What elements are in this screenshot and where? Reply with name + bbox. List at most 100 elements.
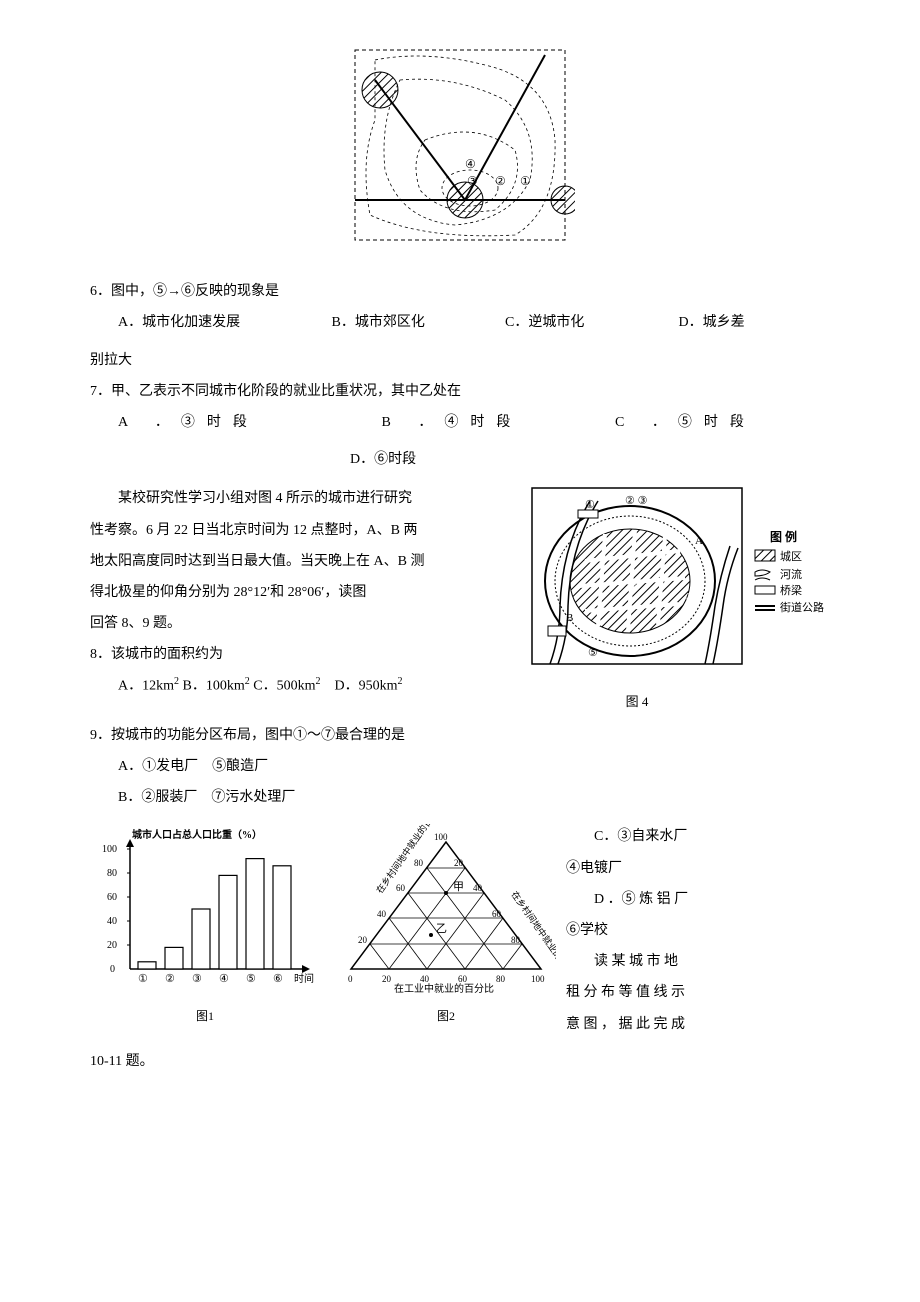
svg-text:0: 0 <box>110 964 115 975</box>
svg-text:①: ① <box>520 174 531 188</box>
rc-d: D ．⑤ 炼 铝 厂 <box>566 887 830 912</box>
svg-text:100: 100 <box>102 844 117 855</box>
q7-text: 7．甲、乙表示不同城市化阶段的就业比重状况，其中乙处在 <box>90 379 830 404</box>
fig2-caption: 图2 <box>336 1006 556 1028</box>
final-line: 10-11 题。 <box>90 1049 830 1074</box>
svg-text:城区: 城区 <box>780 550 802 563</box>
q8-c: C．500km <box>253 679 315 694</box>
svg-text:80: 80 <box>511 935 521 945</box>
svg-text:①: ① <box>585 499 595 511</box>
q7-opt-b: B ．④时段 <box>382 410 612 435</box>
passage-fig4-row: 某校研究性学习小组对图 4 所示的城市进行研究 性考察。6 月 22 日当北京时… <box>90 486 830 713</box>
p1-l5: 回答 8、9 题。 <box>90 611 516 636</box>
svg-text:⑥: ⑥ <box>630 582 640 594</box>
svg-text:③: ③ <box>192 973 202 985</box>
svg-text:街道公路: 街道公路 <box>780 600 824 614</box>
svg-text:60: 60 <box>458 974 468 984</box>
q8-d: D．950km <box>334 679 397 694</box>
q6-opt-d: D．城乡差 <box>679 310 745 335</box>
svg-text:桥梁: 桥梁 <box>780 583 802 597</box>
q6-continuation: 别拉大 <box>90 348 830 373</box>
fig4-svg: ① ② ③ A ⑥ B ⑤ ⑦ 图 例 城区 河流 桥梁 街道公路 <box>530 486 830 676</box>
fig2-container: 0 20 40 60 80 100 100 80 60 40 20 20 <box>336 824 556 1042</box>
q9-line-b: B．②服装厂 ⑦污水处理厂 <box>90 785 830 810</box>
p1-l2: 性考察。6 月 22 日当北京时间为 12 点整时，A、B 两 <box>90 518 516 543</box>
q8-options: A．12km2 B．100km2 C．500km2 D．950km2 <box>90 673 516 699</box>
svg-text:20: 20 <box>454 858 464 868</box>
svg-text:④: ④ <box>219 973 229 985</box>
q7-opt-a: A ．③时段 <box>118 410 378 435</box>
p1-l3: 地太阳高度同时达到当日最大值。当天晚上在 A、B 测 <box>90 549 516 574</box>
question-7: 7．甲、乙表示不同城市化阶段的就业比重状况，其中乙处在 A ．③时段 B ．④时… <box>90 379 830 435</box>
svg-text:⑤: ⑤ <box>588 647 598 659</box>
fig4-container: ① ② ③ A ⑥ B ⑤ ⑦ 图 例 城区 河流 桥梁 街道公路 图 4 <box>530 486 830 713</box>
svg-text:60: 60 <box>492 909 502 919</box>
svg-text:时间: 时间 <box>294 972 314 985</box>
svg-text:B: B <box>566 612 573 624</box>
bottom-right-text: C．③自来水厂 ④电镀厂 D ．⑤ 炼 铝 厂 ⑥学校 读 某 城 市 地 租 … <box>566 824 830 1042</box>
svg-text:60: 60 <box>396 883 406 893</box>
svg-text:城市人口占总人口比重（%）: 城市人口占总人口比重（%） <box>132 828 262 841</box>
svg-text:图 例: 图 例 <box>770 529 797 544</box>
svg-text:甲: 甲 <box>453 881 464 893</box>
top-map-svg: ① ② ③ ④ <box>345 40 575 250</box>
svg-text:40: 40 <box>473 883 483 893</box>
svg-text:⑥: ⑥ <box>273 973 283 985</box>
q9-text: 9．按城市的功能分区布局，图中①～⑦最合理的是 <box>90 723 830 748</box>
fig2-svg: 0 20 40 60 80 100 100 80 60 40 20 20 <box>336 824 556 994</box>
fig1-caption: 图1 <box>90 1006 320 1028</box>
p1-l1: 某校研究性学习小组对图 4 所示的城市进行研究 <box>90 486 516 511</box>
q7-opt-c: C ．⑤时段 <box>615 410 756 435</box>
svg-text:在工业中就业的百分比: 在工业中就业的百分比 <box>394 982 494 994</box>
svg-text:河流: 河流 <box>780 567 802 581</box>
svg-text:20: 20 <box>107 940 117 951</box>
svg-text:100: 100 <box>434 832 448 842</box>
svg-text:80: 80 <box>107 868 117 879</box>
fig4-caption: 图 4 <box>530 690 744 713</box>
q6-options: A．城市化加速发展 B．城市郊区化 C．逆城市化 D．城乡差 <box>90 310 830 335</box>
svg-text:⑤: ⑤ <box>246 973 256 985</box>
question-6: 6．图中，⑤→⑥反映的现象是 A．城市化加速发展 B．城市郊区化 C．逆城市化 … <box>90 279 830 335</box>
p1-l4: 得北极星的仰角分别为 28°12′和 28°06′，读图 <box>90 580 516 605</box>
svg-text:0: 0 <box>348 974 353 984</box>
q7-options: A ．③时段 B ．④时段 C ．⑤时段 <box>90 410 830 435</box>
rc-c: C．③自来水厂 <box>566 824 830 849</box>
svg-text:A: A <box>695 535 703 547</box>
q6-opt-b: B．城市郊区化 <box>332 310 502 335</box>
rc-p3: 意 图 ， 据 此 完 成 <box>566 1012 830 1037</box>
rc-p1: 读 某 城 市 地 <box>566 949 830 974</box>
q8-b: B．100km <box>183 679 245 694</box>
svg-text:④: ④ <box>465 157 476 171</box>
svg-text:100: 100 <box>531 974 545 984</box>
svg-text:⑦: ⑦ <box>685 592 695 604</box>
top-map-figure: ① ② ③ ④ <box>90 40 830 259</box>
q7-opt-d: D．⑥时段 <box>90 447 830 472</box>
svg-text:②: ② <box>495 174 506 188</box>
svg-text:③: ③ <box>467 174 478 188</box>
svg-text:②: ② <box>165 973 175 985</box>
fig1-container: 城市人口占总人口比重（%） 0 20 40 60 80 100 <box>90 824 320 1042</box>
svg-text:40: 40 <box>377 909 387 919</box>
svg-text:80: 80 <box>496 974 506 984</box>
bottom-figures: 城市人口占总人口比重（%） 0 20 40 60 80 100 <box>90 824 556 1042</box>
svg-text:40: 40 <box>420 974 430 984</box>
svg-text:60: 60 <box>107 892 117 903</box>
q6-opt-a: A．城市化加速发展 <box>118 310 328 335</box>
svg-text:② ③: ② ③ <box>625 495 648 507</box>
q9-line-a: A．①发电厂 ⑤酿造厂 <box>90 754 830 779</box>
q6-text: 6．图中，⑤→⑥反映的现象是 <box>90 279 830 304</box>
rc-c2: ④电镀厂 <box>566 856 830 881</box>
svg-text:40: 40 <box>107 916 117 927</box>
bottom-section: 城市人口占总人口比重（%） 0 20 40 60 80 100 <box>90 824 830 1042</box>
svg-text:20: 20 <box>382 974 392 984</box>
rc-d2: ⑥学校 <box>566 918 830 943</box>
passage-left: 某校研究性学习小组对图 4 所示的城市进行研究 性考察。6 月 22 日当北京时… <box>90 486 516 713</box>
svg-text:80: 80 <box>414 858 424 868</box>
q6-opt-c: C．逆城市化 <box>505 310 675 335</box>
q8-text: 8．该城市的面积约为 <box>90 642 516 667</box>
q8-a: A．12km <box>118 679 174 694</box>
svg-text:①: ① <box>138 973 148 985</box>
rc-p2: 租 分 布 等 值 线 示 <box>566 980 830 1005</box>
fig1-svg: 城市人口占总人口比重（%） 0 20 40 60 80 100 <box>90 824 320 994</box>
svg-text:乙: 乙 <box>436 922 447 935</box>
